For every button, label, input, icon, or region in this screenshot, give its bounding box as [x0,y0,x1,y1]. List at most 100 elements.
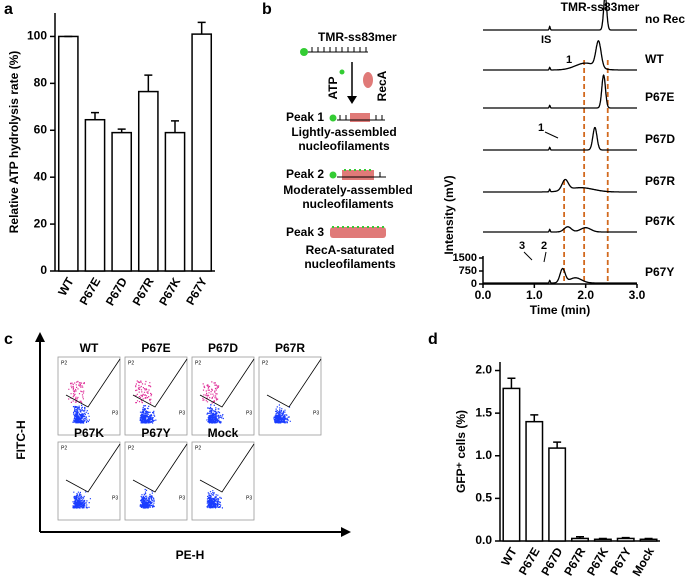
y-tick-label: 1.0 [475,448,492,462]
axis-label: GFP⁺ cells (%) [454,410,468,493]
label: ATP [326,76,340,99]
atp [339,69,345,75]
y-tick-label: 100 [27,29,47,43]
gate-label: P3 [313,410,319,416]
arrow-head [347,96,357,104]
y-tick-label: 2.0 [475,363,492,377]
gate-label: P2 [128,445,134,451]
reca [342,170,374,180]
dna [337,115,385,121]
legend-label: P67R [645,174,675,188]
x-tick-label: P67R [130,275,157,308]
label: RecA-saturated [306,243,395,257]
annotation: 1 [538,122,544,134]
gate-label: P2 [262,360,268,366]
gate-label: P2 [195,360,201,366]
gate [132,443,188,493]
error-bar [598,537,607,540]
error-bar [91,111,99,120]
x-tick-label: P67E [516,545,543,577]
dna [337,172,386,178]
legend-label: WT [645,52,664,66]
gate [132,358,188,408]
label: Peak 3 [286,225,324,239]
y-tick-label: 0.5 [475,491,492,505]
reca [363,72,373,88]
gfp-cells [202,381,220,404]
gate-label: P2 [61,445,67,451]
reca [330,227,386,238]
y-tick-label: 40 [34,169,48,183]
x-tick-label: Mock [629,545,657,579]
error-bar [553,441,562,449]
y-tick-label: 1.5 [475,405,492,419]
gate-label: P3 [112,495,118,501]
label: Peak 1 [286,110,324,124]
dna [308,47,368,53]
x-tick-label: P67R [561,545,588,578]
gate [266,358,322,408]
x-tick-label: WT [498,545,520,569]
x-tick-label: P67E [77,275,104,307]
cells [139,488,155,509]
x-tick-label: P67D [103,275,130,308]
plot-title: Mock [208,426,239,440]
gate-label: P2 [128,360,134,366]
x-tick-label: P67D [538,545,565,578]
label: nucleofilaments [298,139,390,153]
gate-label: P3 [246,410,252,416]
panel-label: b [262,1,272,18]
axis-label: FITC-H [14,420,28,459]
axis-label: Intensity (mV) [442,175,456,254]
x-tick-label: 2.0 [577,288,594,302]
gate [65,358,121,408]
axis-label: Time (min) [530,303,590,317]
x-tick-label: P67K [584,545,611,578]
error-bar [171,120,179,133]
cells [139,405,157,424]
bar [548,447,567,542]
arrow [544,131,559,139]
bar [164,131,186,272]
dye [300,48,308,56]
y-tick-label: 750 [459,265,477,277]
gate-label: P3 [246,495,252,501]
axis [39,338,345,533]
annotation: 2 [541,240,547,252]
y-tick-label: 80 [34,76,48,90]
trace [483,74,637,109]
plot-title: WT [80,341,99,355]
x-tick-label: P67K [156,275,183,308]
dye [329,171,337,179]
arrow [523,251,533,261]
trace [483,226,637,233]
error-bar [144,74,153,92]
y-tick-label: 0.0 [475,533,492,547]
gate-label: P3 [179,410,185,416]
label: nucleofilaments [304,257,396,271]
bar [593,538,612,542]
bar [616,537,635,542]
legend-label: P67Y [645,265,674,279]
x-tick-label: P67Y [183,275,210,307]
panel-label: d [428,331,438,348]
gate [199,443,255,493]
error-bar [644,537,653,540]
trace [483,126,637,151]
annotation: IS [541,34,551,46]
legend-label: no RecA [645,12,685,26]
x-tick-label: WT [55,275,77,299]
annotation: 3 [519,240,525,252]
annotation: 1 [566,54,572,66]
panel-label: c [4,331,13,348]
error-bar [621,536,630,539]
label: RecA [375,70,389,101]
bar [639,538,658,542]
y-tick-label: 60 [34,122,48,136]
bar [502,387,521,542]
schematic: TMR-ss83mer ATP RecA Peak 1 Lightly-asse… [283,30,412,271]
legend-label: P67D [645,132,675,146]
bar [111,131,133,272]
gate-label: P2 [195,445,201,451]
